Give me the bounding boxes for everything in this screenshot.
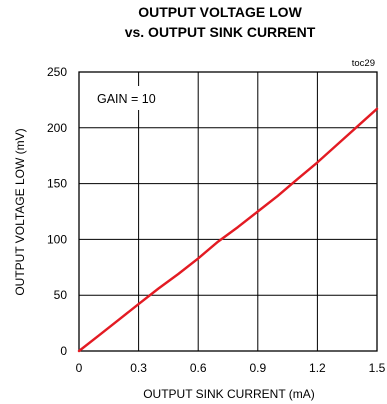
x-tick-label: 1.2: [309, 361, 326, 375]
y-tick-label: 150: [47, 177, 67, 191]
y-axis-label: OUTPUT VOLTAGE LOW (mV): [13, 128, 27, 295]
y-tick-label: 0: [60, 344, 67, 358]
y-tick-label: 100: [47, 232, 67, 246]
figure-tag: toc29: [352, 58, 375, 69]
annotation-gain: GAIN = 10: [97, 92, 156, 106]
x-tick-labels: 0 0.3 0.6 0.9 1.2 1.5: [76, 361, 386, 375]
plot-frame: [78, 71, 378, 352]
chart-title-line-2: vs. OUTPUT SINK CURRENT: [125, 24, 316, 40]
x-tick-label: 0.3: [130, 361, 147, 375]
x-tick-label: 0.6: [190, 361, 207, 375]
series-layer: [77, 107, 379, 353]
x-tick-label: 1.5: [369, 361, 386, 375]
y-tick-label: 200: [47, 121, 67, 135]
x-axis-label: OUTPUT SINK CURRENT (mA): [143, 387, 315, 401]
series-line: [77, 107, 379, 353]
annotation-box: GAIN = 10: [87, 86, 165, 110]
y-tick-label: 50: [54, 288, 68, 302]
x-tick-label: 0: [76, 361, 83, 375]
grid: [79, 72, 377, 351]
y-tick-label: 250: [47, 65, 67, 79]
chart-title-line-1: OUTPUT VOLTAGE LOW: [138, 4, 302, 20]
y-tick-labels: 0 50 100 150 200 250: [47, 65, 67, 358]
x-tick-label: 0.9: [249, 361, 266, 375]
annotation-background: [87, 86, 165, 110]
